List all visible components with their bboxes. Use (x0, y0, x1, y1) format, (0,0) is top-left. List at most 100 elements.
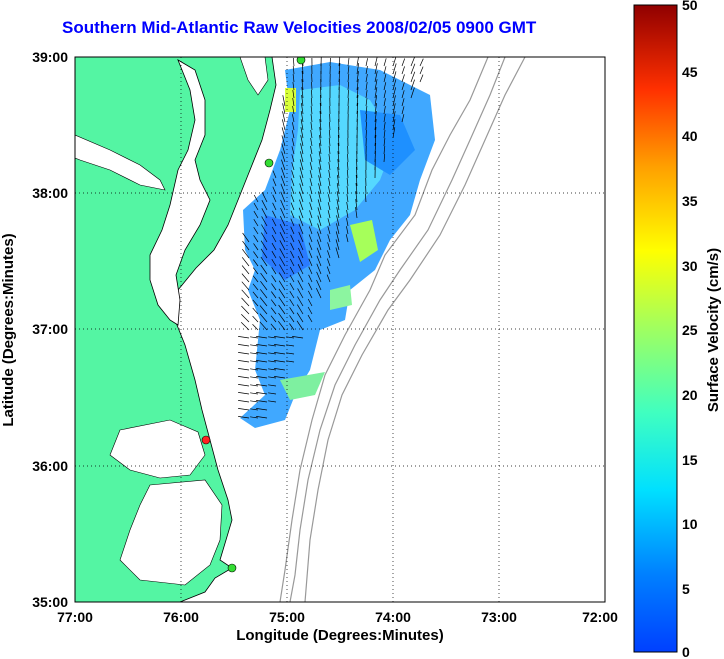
velocity-vector (260, 272, 268, 283)
velocity-vector (301, 70, 304, 83)
velocity-vector (401, 98, 405, 107)
velocity-vector (278, 312, 286, 323)
velocity-vector (253, 202, 259, 211)
velocity-vector (290, 202, 295, 211)
velocity-vector (291, 170, 295, 179)
velocity-vector (289, 282, 295, 291)
station-marker (296, 57, 306, 65)
velocity-vector (250, 344, 259, 347)
velocity-vector (252, 291, 259, 299)
station-marker-red (201, 435, 211, 445)
velocity-vector (290, 234, 295, 243)
velocity-vector (328, 178, 331, 187)
velocity-vector (383, 130, 386, 139)
velocity-vector (272, 202, 277, 211)
velocity-vector (271, 250, 277, 259)
velocity-vector (298, 231, 304, 243)
velocity-vector (297, 296, 304, 307)
velocity-vector (401, 58, 406, 67)
velocity-vector (374, 95, 378, 107)
velocity-vector (326, 274, 331, 283)
velocity-vector (286, 360, 295, 363)
velocity-vector (256, 368, 268, 371)
velocity-vector (297, 255, 304, 267)
velocity-vector (346, 202, 349, 211)
velocity-vector (347, 58, 350, 67)
velocity-vector (327, 210, 331, 219)
velocity-vector (271, 267, 277, 275)
velocity-vector (365, 66, 368, 75)
velocity-vector (337, 151, 340, 163)
velocity-vector (347, 81, 350, 91)
velocity-vector (326, 258, 331, 267)
chesapeake-bay (149, 59, 211, 326)
velocity-vector (336, 207, 340, 219)
velocity-vector (250, 416, 259, 419)
velocity-vector (419, 74, 424, 83)
velocity-vector (301, 95, 304, 107)
velocity-vector (383, 106, 386, 115)
velocity-vector (383, 98, 386, 107)
velocity-vector (383, 90, 387, 99)
velocity-vector (392, 103, 396, 115)
velocity-vector (308, 242, 313, 251)
velocity-vector (268, 336, 277, 339)
velocity-vector (252, 267, 259, 275)
velocity-vector (328, 137, 331, 147)
velocity-vector (272, 170, 277, 179)
velocity-vector (280, 167, 286, 179)
velocity-vector (279, 240, 286, 251)
velocity-vector (356, 158, 358, 171)
velocity-vector (292, 114, 295, 123)
velocity-vector (261, 192, 268, 203)
velocity-vector (355, 199, 358, 211)
velocity-vector (410, 87, 415, 99)
velocity-vector (250, 384, 259, 387)
velocity-vector (307, 314, 313, 323)
velocity-vector (374, 71, 378, 83)
velocity-vector (253, 219, 259, 227)
velocity-vector (238, 400, 250, 403)
velocity-vector (319, 127, 322, 139)
velocity-vector (274, 360, 286, 363)
velocity-vector (261, 232, 268, 243)
velocity-vector (365, 90, 368, 99)
velocity-vector (318, 159, 322, 171)
colorbar-tick-label: 30 (682, 258, 698, 274)
y-axis: 39:00 38:00 37:00 36:00 35:00 Latitude (… (0, 49, 68, 610)
velocity-vector (365, 129, 367, 139)
velocity-vector (278, 280, 286, 291)
velocity-vectors (238, 57, 424, 419)
velocity-vector (374, 111, 377, 123)
velocity-vector (238, 344, 250, 347)
velocity-vector (317, 215, 322, 227)
colorbar-tick-label: 50 (682, 0, 698, 13)
velocity-vector (296, 320, 304, 331)
velocity-vector (383, 145, 386, 155)
velocity-vector (337, 159, 340, 171)
velocity-vector (253, 259, 259, 267)
velocity-vector (260, 264, 268, 275)
velocity-vector (271, 218, 277, 227)
velocity-vector (238, 408, 250, 411)
velocity-vector (241, 305, 250, 315)
velocity-vector (365, 121, 367, 131)
velocity-vector (252, 323, 259, 331)
velocity-vector (316, 271, 322, 283)
velocity-vector (290, 226, 295, 235)
velocity-vector (308, 250, 313, 259)
velocity-vector (318, 151, 322, 163)
x-tick-label: 74:00 (375, 609, 411, 625)
velocity-vector (279, 215, 286, 227)
velocity-vector (355, 182, 358, 195)
velocity-vector (337, 167, 340, 179)
velocity-vector (356, 87, 359, 99)
velocity-vector (281, 127, 286, 139)
velocity-vector (241, 265, 250, 275)
velocity-vector (356, 71, 359, 83)
velocity-vector (280, 191, 286, 203)
velocity-vector (272, 178, 277, 187)
velocity-vector (310, 138, 313, 147)
velocity-vector (291, 162, 295, 171)
velocity-vector (291, 146, 295, 155)
